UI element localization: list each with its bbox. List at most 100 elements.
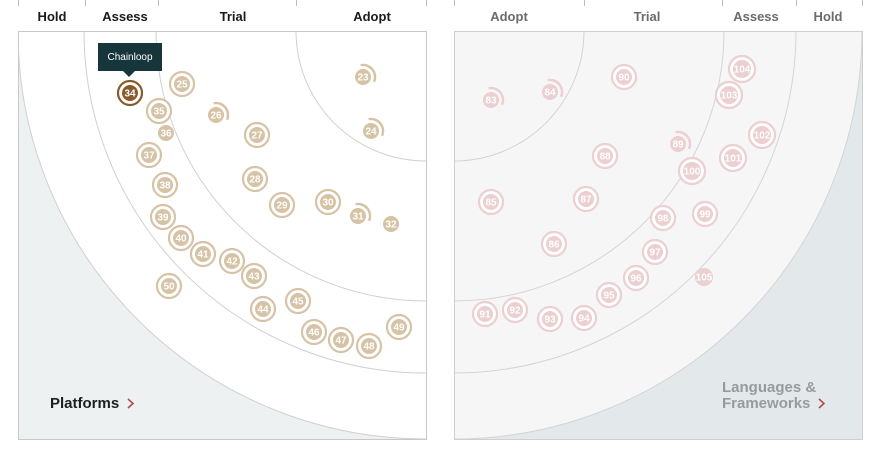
blip-dot xyxy=(578,191,594,207)
blip-102[interactable]: 102 xyxy=(747,120,777,150)
ring-tick xyxy=(426,0,427,6)
blip-103[interactable]: 103 xyxy=(714,80,744,110)
blip-number: 96 xyxy=(630,274,642,285)
ring-label-assess[interactable]: Assess xyxy=(733,9,779,24)
blip-95[interactable]: 95 xyxy=(595,281,623,309)
blip-42[interactable]: 42 xyxy=(218,247,246,275)
blip-dot xyxy=(597,148,613,164)
blip-moved-arc xyxy=(547,78,564,98)
quadrant-title-label: Languages & Frameworks xyxy=(722,379,817,412)
blip-100[interactable]: 100 xyxy=(677,156,707,186)
blip-34[interactable]: 34 xyxy=(116,79,144,107)
blip-number: 91 xyxy=(479,310,491,321)
blip-90[interactable]: 90 xyxy=(610,63,638,91)
blip-91[interactable]: 91 xyxy=(471,300,499,328)
blip-97[interactable]: 97 xyxy=(641,238,669,266)
blip-number: 43 xyxy=(248,272,260,283)
ring-label-trial[interactable]: Trial xyxy=(219,9,247,24)
adopt-ring xyxy=(454,31,585,162)
ring-label-adopt[interactable]: Adopt xyxy=(353,9,391,24)
blip-89[interactable]: 89 xyxy=(670,130,692,152)
blip-93[interactable]: 93 xyxy=(536,305,564,333)
blip-101[interactable]: 101 xyxy=(718,143,748,173)
blip-83[interactable]: 83 xyxy=(483,86,505,108)
blip-31[interactable]: 31 xyxy=(350,202,372,224)
blip-45[interactable]: 45 xyxy=(284,287,312,315)
blip-26[interactable]: 26 xyxy=(208,101,230,123)
blip-43[interactable]: 43 xyxy=(240,262,268,290)
blip-32[interactable]: 32 xyxy=(383,216,399,232)
blip-number: 92 xyxy=(509,306,521,317)
chevron-right-icon xyxy=(127,396,135,412)
blip-number: 39 xyxy=(157,213,169,224)
blip-96[interactable]: 96 xyxy=(622,264,650,292)
blip-38[interactable]: 38 xyxy=(151,171,179,199)
blip-88[interactable]: 88 xyxy=(591,142,619,170)
ring-label-assess[interactable]: Assess xyxy=(102,9,148,24)
ring-tick xyxy=(454,0,455,6)
blip-number: 88 xyxy=(599,152,611,163)
blip-41[interactable]: 41 xyxy=(189,240,217,268)
blip-39[interactable]: 39 xyxy=(149,203,177,231)
blip-dot xyxy=(391,319,407,335)
blip-48[interactable]: 48 xyxy=(355,332,383,360)
blip-23[interactable]: 23 xyxy=(355,63,377,85)
blip-25[interactable]: 25 xyxy=(168,70,196,98)
blip-dot xyxy=(576,310,592,326)
blip-dot xyxy=(720,86,738,104)
quadrant-title-languages-frameworks[interactable]: Languages & Frameworks xyxy=(722,380,852,412)
blip-number: 85 xyxy=(485,198,497,209)
blip-104[interactable]: 104 xyxy=(727,54,757,84)
blip-moved-arc xyxy=(675,130,692,150)
ring-tick xyxy=(296,0,297,6)
blip-number: 40 xyxy=(175,234,187,245)
blip-49[interactable]: 49 xyxy=(385,313,413,341)
ring-label-adopt[interactable]: Adopt xyxy=(490,9,528,24)
blip-dot xyxy=(174,76,190,92)
blip-99[interactable]: 99 xyxy=(691,200,719,228)
blip-29[interactable]: 29 xyxy=(268,191,296,219)
blip-number: 102 xyxy=(754,131,771,142)
blip-98[interactable]: 98 xyxy=(649,204,677,232)
ring-label-hold[interactable]: Hold xyxy=(37,9,67,24)
blip-84[interactable]: 84 xyxy=(542,78,564,100)
blip-30[interactable]: 30 xyxy=(314,188,342,216)
blip-40[interactable]: 40 xyxy=(167,224,195,252)
blip-85[interactable]: 85 xyxy=(477,188,505,216)
blip-92[interactable]: 92 xyxy=(501,296,529,324)
blip-number: 31 xyxy=(352,212,364,223)
ring-label-hold[interactable]: Hold xyxy=(813,9,843,24)
ring-tick xyxy=(18,0,19,6)
blip-87[interactable]: 87 xyxy=(572,185,600,213)
quadrant-title-platforms[interactable]: Platforms xyxy=(50,396,135,412)
blip-47[interactable]: 47 xyxy=(327,326,355,354)
blip-layer: 83 84 85 86 87 88 89 90 91 92 93 94 95 96 97 98 99 100 101… xyxy=(471,54,777,333)
blip-dot xyxy=(753,126,771,144)
blip-number: 24 xyxy=(365,127,377,138)
blip-number: 49 xyxy=(393,323,405,334)
blip-46[interactable]: 46 xyxy=(300,318,328,346)
blip-94[interactable]: 94 xyxy=(570,304,598,332)
blip-dot xyxy=(601,287,617,303)
blip-number: 87 xyxy=(580,195,592,206)
blip-86[interactable]: 86 xyxy=(540,230,568,258)
blip-44[interactable]: 44 xyxy=(249,295,277,323)
quadrant-border xyxy=(18,31,427,440)
blip-35[interactable]: 35 xyxy=(145,97,173,125)
blip-moved-arc xyxy=(213,101,230,121)
blip-dot xyxy=(724,149,742,167)
blip-dot xyxy=(483,92,499,108)
blip-27[interactable]: 27 xyxy=(243,121,271,149)
blip-number: 25 xyxy=(176,80,188,91)
ring-label-trial[interactable]: Trial xyxy=(633,9,661,24)
blip-dot xyxy=(157,177,173,193)
blip-105[interactable]: 105 xyxy=(695,268,713,286)
blip-36[interactable]: 36 xyxy=(158,125,174,141)
blip-28[interactable]: 28 xyxy=(241,165,269,193)
blip-dot xyxy=(361,338,377,354)
blip-24[interactable]: 24 xyxy=(363,117,385,139)
blip-37[interactable]: 37 xyxy=(135,141,163,169)
blip-50[interactable]: 50 xyxy=(155,272,183,300)
blip-dot xyxy=(333,332,349,348)
blip-dot xyxy=(363,123,379,139)
